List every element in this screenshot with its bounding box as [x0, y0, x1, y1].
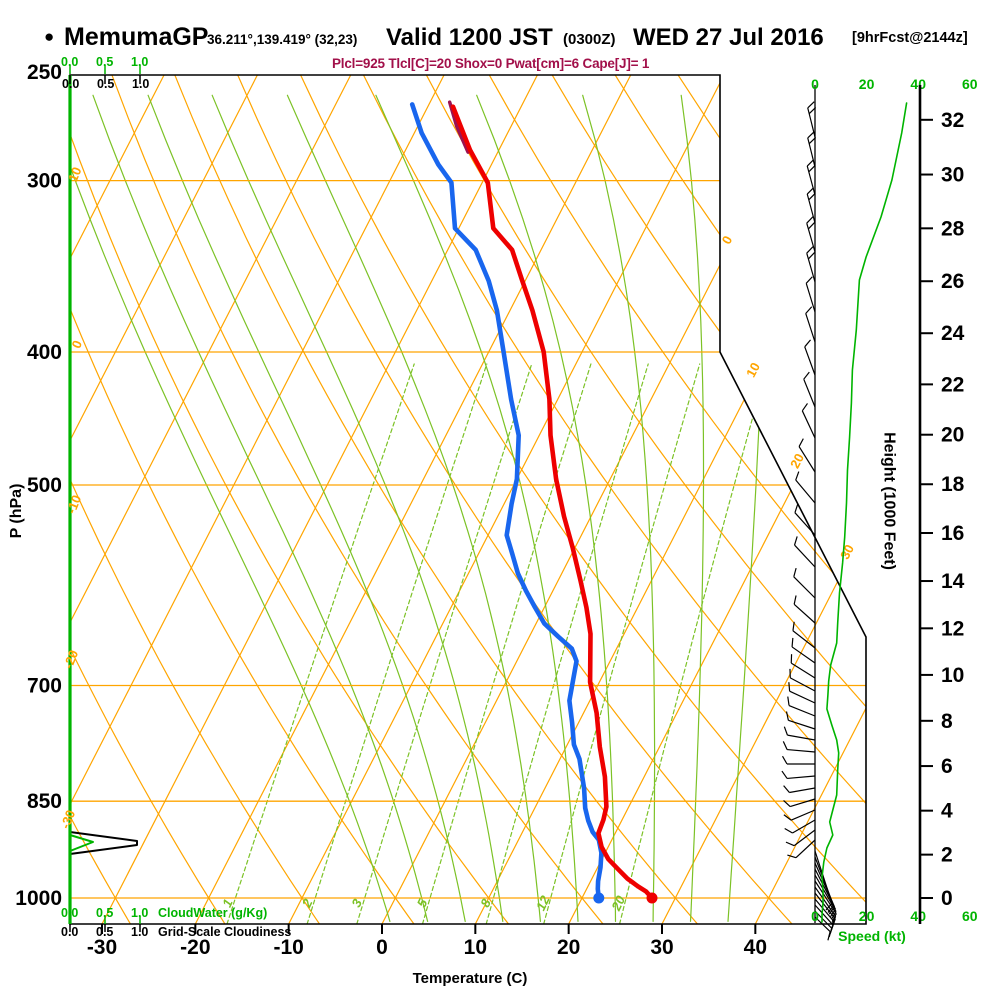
svg-text:-30: -30 — [57, 808, 78, 831]
svg-text:1000: 1000 — [15, 887, 62, 910]
cw-scale-bottom-05: 0.5 — [96, 906, 114, 920]
svg-text:20: 20 — [608, 893, 628, 914]
svg-text:28: 28 — [941, 217, 965, 240]
svg-text:60: 60 — [962, 76, 978, 92]
svg-text:-30: -30 — [87, 936, 117, 959]
svg-text:30: 30 — [650, 936, 673, 959]
svg-text:-20: -20 — [180, 936, 210, 959]
temperature-axis-label: Temperature (C) — [412, 970, 528, 987]
wind-speed-curve — [821, 102, 908, 923]
svg-text:-10: -10 — [273, 936, 303, 959]
plot-frame — [68, 65, 867, 932]
svg-text:24: 24 — [941, 322, 965, 345]
svg-text:4: 4 — [941, 800, 953, 823]
cw-scale-bottom-1: 1.0 — [131, 906, 149, 920]
cloudiness-scale-top-05: 0.5 — [97, 77, 115, 91]
svg-text:8: 8 — [941, 710, 953, 733]
svg-text:40: 40 — [744, 936, 767, 959]
svg-text:20: 20 — [941, 424, 964, 447]
cloudiness-scale-top-0: 0.0 — [62, 77, 80, 91]
isotherm-lines — [70, 75, 866, 924]
svg-text:16: 16 — [941, 522, 964, 545]
svg-text:0: 0 — [811, 76, 819, 92]
svg-text:-10: -10 — [63, 493, 84, 516]
cloudiness-scale-bottom-05: 0.5 — [96, 925, 114, 939]
cloudwater-axis-label: CloudWater (g/Kg) — [158, 906, 268, 920]
pressure-axis-label: P (hPa) — [8, 483, 25, 539]
speed-axis-label: Speed (kt) — [838, 928, 906, 944]
cloudiness-scale-bottom-0: 0.0 — [61, 925, 79, 939]
svg-text:30: 30 — [837, 542, 857, 562]
cloudiness-profile — [69, 831, 138, 855]
height-axis-label: Height (1000 Feet) — [880, 432, 898, 570]
mixing-ratio-labels: 1 2 3 5 8 12 20 — [219, 893, 628, 914]
station-bullet-icon: ● — [44, 27, 55, 46]
svg-text:22: 22 — [941, 373, 964, 396]
valid-time-utc: (0300Z) — [563, 31, 616, 48]
svg-text:400: 400 — [27, 341, 62, 364]
svg-text:-20: -20 — [60, 648, 81, 671]
svg-text:20: 20 — [787, 451, 807, 471]
svg-text:20: 20 — [557, 936, 580, 959]
svg-text:26: 26 — [941, 270, 964, 293]
forecast-tag: [9hrFcst@2144z] — [852, 30, 968, 46]
surface-temp-dot — [646, 892, 658, 904]
svg-text:40: 40 — [910, 908, 926, 924]
svg-text:12: 12 — [533, 893, 553, 913]
surface-dots — [593, 892, 658, 904]
svg-text:60: 60 — [962, 908, 978, 924]
svg-text:0: 0 — [376, 936, 388, 959]
svg-text:700: 700 — [27, 674, 62, 697]
svg-text:10: 10 — [941, 664, 964, 687]
svg-text:40: 40 — [910, 76, 926, 92]
valid-time: Valid 1200 JST — [386, 24, 553, 51]
svg-text:0: 0 — [719, 233, 736, 246]
cloudiness-scale-top-1: 1.0 — [132, 77, 150, 91]
svg-text:500: 500 — [27, 474, 62, 497]
svg-text:250: 250 — [27, 61, 62, 84]
svg-text:850: 850 — [27, 790, 62, 813]
isobar-lines — [70, 179, 866, 899]
cw-scale-bottom-0: 0.0 — [61, 906, 79, 920]
svg-text:20: 20 — [859, 76, 875, 92]
cloudiness-scale-bottom-1: 1.0 — [131, 925, 149, 939]
svg-text:2: 2 — [941, 844, 953, 867]
plot-area — [70, 75, 866, 924]
svg-text:0: 0 — [811, 908, 819, 924]
cloudwater-profile — [69, 834, 94, 852]
svg-text:10: 10 — [743, 360, 763, 380]
cloudiness-axis-label: Grid-Scale Cloudiness — [158, 925, 292, 939]
svg-text:32: 32 — [941, 109, 964, 132]
pressure-tick-labels: 250 300 400 500 700 850 1000 — [15, 61, 62, 910]
svg-text:300: 300 — [27, 170, 62, 193]
svg-text:10: 10 — [65, 165, 84, 184]
stability-params: Plcl=925 Tlcl[C]=20 Shox=0 Pwat[cm]=6 Ca… — [332, 56, 650, 71]
svg-text:6: 6 — [941, 755, 953, 778]
svg-text:10: 10 — [464, 936, 487, 959]
cw-scale-top-0: 0.0 — [61, 55, 79, 69]
station-coordinates: 36.211°,139.419° (32,23) — [207, 32, 358, 47]
valid-date: WED 27 Jul 2016 — [633, 24, 824, 51]
sounding-curves — [409, 100, 655, 901]
cw-scale-top-1: 1.0 — [131, 55, 149, 69]
svg-text:12: 12 — [941, 617, 964, 640]
surface-dewpoint-dot — [593, 892, 605, 904]
svg-text:20: 20 — [859, 908, 875, 924]
cw-scale-top-05: 0.5 — [96, 55, 114, 69]
wind-barbs — [781, 85, 837, 941]
moist-adiabat-lines — [70, 94, 767, 923]
svg-text:18: 18 — [941, 473, 965, 496]
svg-text:0: 0 — [941, 887, 953, 910]
dry-adiabat-lines — [70, 75, 866, 924]
svg-text:30: 30 — [941, 164, 964, 187]
station-name: MemumaGP — [64, 23, 209, 51]
svg-text:14: 14 — [941, 570, 965, 593]
temperature-axis: -30 -20 -10 0 10 20 30 40 — [87, 924, 767, 959]
